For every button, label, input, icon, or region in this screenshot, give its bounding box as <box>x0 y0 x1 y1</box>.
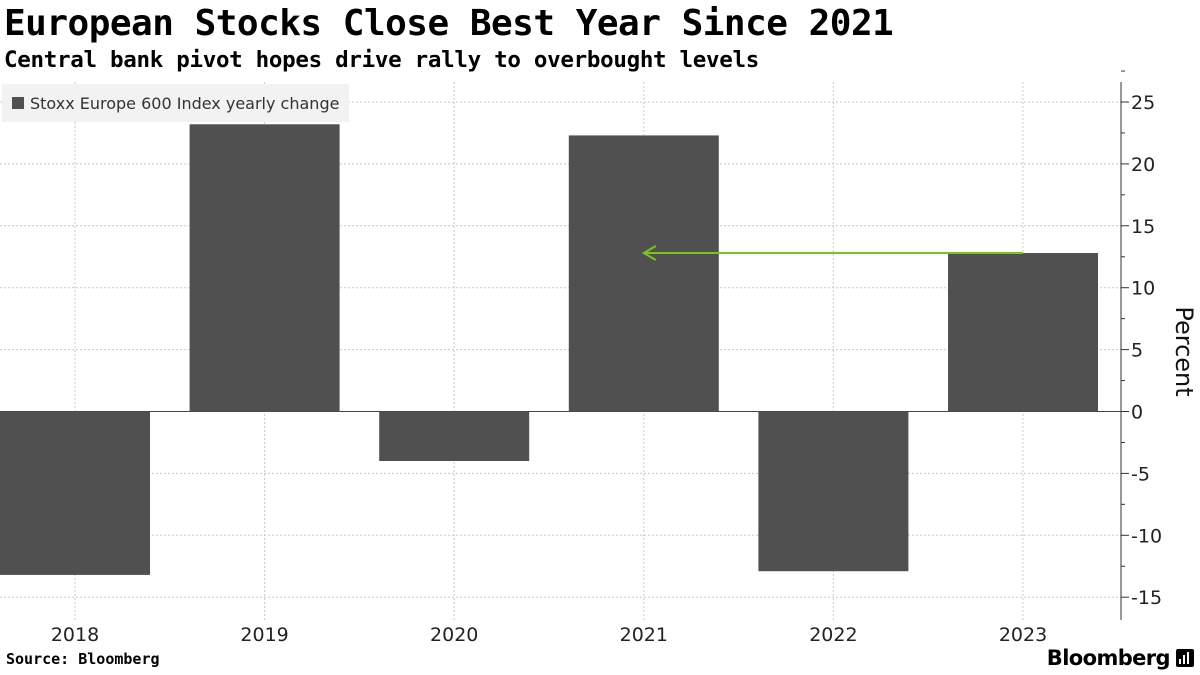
source-note: Source: Bloomberg <box>6 650 160 668</box>
brand-chart-icon <box>1176 649 1194 667</box>
y-axis-title: Percent <box>1170 306 1198 396</box>
x-axis-labels: 2018 2019 2020 2021 2022 2023 <box>51 624 1047 646</box>
y-tick-label: -5 <box>1131 463 1150 485</box>
brand-wordmark: Bloomberg <box>1046 646 1171 670</box>
annotation-arrow-head <box>641 245 657 261</box>
bar <box>379 411 530 462</box>
bar <box>189 124 340 412</box>
legend-label: Stoxx Europe 600 Index yearly change <box>30 93 340 113</box>
chart-subtitle: Central bank pivot hopes drive rally to … <box>4 47 760 73</box>
y-tick-label: -15 <box>1131 587 1162 609</box>
annotation <box>641 245 1023 261</box>
x-tick-label: 2021 <box>620 624 668 646</box>
x-tick-label: 2018 <box>51 624 99 646</box>
bar <box>568 135 719 412</box>
legend: Stoxx Europe 600 Index yearly change <box>2 84 350 122</box>
x-tick-label: 2019 <box>240 624 288 646</box>
y-tick-label: 0 <box>1131 402 1143 424</box>
x-tick-label: 2022 <box>809 624 857 646</box>
y-tick-label: -10 <box>1131 525 1162 547</box>
y-tick-label: 5 <box>1131 340 1143 362</box>
y-tick-label: 20 <box>1131 154 1155 176</box>
bar <box>758 411 909 572</box>
y-axis: 25 20 15 10 5 0 -5 -10 -15 Percent <box>1120 70 1198 620</box>
bar <box>0 411 150 575</box>
y-tick-label: 15 <box>1131 216 1155 238</box>
legend-swatch <box>12 97 24 109</box>
brand-logo: Bloomberg <box>1047 646 1194 670</box>
y-tick-label: 10 <box>1131 278 1155 300</box>
y-tick-label: 25 <box>1131 92 1155 114</box>
bars <box>0 124 1098 575</box>
x-tick-label: 2020 <box>430 624 478 646</box>
x-tick-label: 2023 <box>999 624 1047 646</box>
chart-title: European Stocks Close Best Year Since 20… <box>4 3 894 44</box>
bar <box>948 253 1098 412</box>
